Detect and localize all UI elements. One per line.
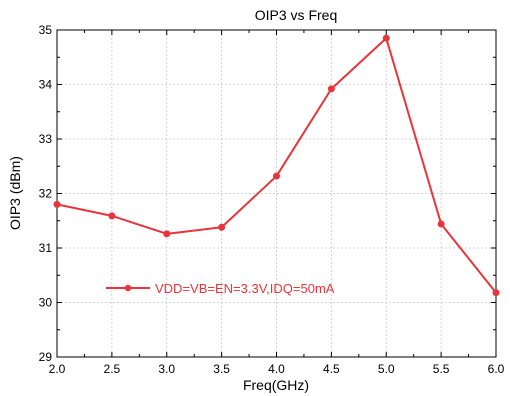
y-tick-label: 35 — [39, 23, 53, 37]
y-tick-label: 31 — [39, 241, 53, 255]
x-tick-label: 2.0 — [49, 362, 66, 376]
x-tick-label: 4.0 — [268, 362, 285, 376]
x-tick-label: 6.0 — [488, 362, 505, 376]
legend-point-marker — [124, 284, 132, 292]
chart-title: OIP3 vs Freq — [255, 7, 337, 23]
y-tick-label: 34 — [39, 78, 53, 92]
x-tick-label: 3.0 — [158, 362, 175, 376]
data-point — [437, 220, 445, 228]
data-point — [382, 34, 390, 42]
data-point — [492, 289, 500, 297]
y-tick-label: 32 — [39, 187, 53, 201]
legend-label: VDD=VB=EN=3.3V,IDQ=50mA — [155, 281, 335, 296]
x-axis-title: Freq(GHz) — [243, 377, 309, 393]
x-tick-label: 2.5 — [104, 362, 121, 376]
data-point — [163, 230, 171, 238]
data-point — [327, 85, 335, 93]
x-tick-label: 5.0 — [378, 362, 395, 376]
x-tick-label: 5.5 — [433, 362, 450, 376]
data-point — [273, 172, 280, 180]
data-point — [218, 223, 226, 231]
axis-ticks: 2.0 2.5 3.0 3.5 4.0 4.5 5.0 5.5 6.0 29 30 31 32 33 34 3… — [39, 23, 505, 376]
x-tick-label: 4.5 — [323, 362, 340, 376]
y-tick-label: 30 — [39, 296, 53, 310]
x-tick-label: 3.5 — [213, 362, 230, 376]
y-tick-label: 33 — [39, 132, 53, 146]
legend: VDD=VB=EN=3.3V,IDQ=50mA — [106, 281, 335, 296]
data-point — [53, 200, 61, 208]
y-tick-label: 29 — [39, 350, 53, 364]
grid — [57, 30, 496, 357]
series-layer — [53, 34, 500, 297]
y-axis-title: OIP3 (dBm) — [7, 156, 23, 230]
data-point — [108, 212, 116, 220]
